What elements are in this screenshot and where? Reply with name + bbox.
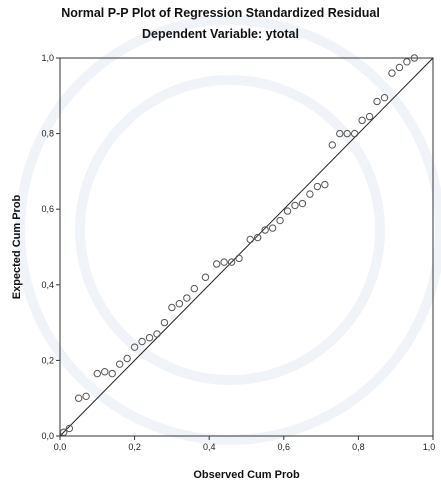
x-tick-label: 0,2 — [128, 442, 141, 452]
data-point — [395, 63, 404, 72]
y-axis-title: Expected Cum Prob — [11, 194, 23, 299]
data-point — [115, 360, 124, 368]
x-tick-label: 0,4 — [203, 442, 216, 452]
data-point — [235, 254, 243, 263]
data-point — [298, 199, 307, 208]
data-point — [276, 216, 284, 225]
x-tick-label: 0,6 — [278, 442, 291, 452]
data-point — [313, 182, 322, 191]
data-point — [190, 284, 198, 293]
data-point — [336, 129, 344, 138]
data-point — [153, 330, 161, 338]
data-point — [168, 303, 176, 312]
data-point — [291, 201, 299, 210]
data-point — [220, 258, 228, 266]
reference-line — [59, 57, 434, 437]
data-point — [253, 233, 262, 242]
x-tick-label: 1,0 — [423, 442, 436, 452]
data-point — [268, 224, 277, 232]
data-point — [227, 258, 236, 266]
data-point — [65, 424, 74, 433]
y-tick-label: 0,4 — [41, 280, 54, 290]
data-point — [82, 392, 90, 401]
chart-title: Normal P-P Plot of Regression Standardiz… — [61, 6, 380, 20]
data-point — [283, 207, 292, 215]
data-point — [261, 226, 269, 234]
data-point — [175, 300, 184, 308]
data-point — [350, 129, 359, 138]
plot-frame — [59, 57, 434, 437]
y-tick-label: 0,6 — [41, 204, 54, 214]
data-point — [373, 97, 381, 106]
data-point — [388, 69, 396, 77]
data-point — [403, 58, 411, 66]
data-point — [123, 354, 131, 363]
x-axis-title: Observed Cum Prob — [193, 469, 300, 481]
data-point — [246, 235, 254, 244]
data-point — [145, 334, 154, 342]
y-tick-label: 1,0 — [41, 53, 54, 63]
data-point — [160, 318, 169, 327]
data-point — [183, 294, 191, 302]
x-tick-label: 0,8 — [352, 442, 365, 452]
data-point — [93, 369, 102, 378]
y-tick-label: 0,2 — [41, 355, 54, 365]
data-point — [365, 112, 374, 121]
data-point — [101, 368, 109, 376]
data-point — [212, 260, 221, 268]
data-point — [60, 428, 68, 436]
chart-subtitle: Dependent Variable: ytotal — [142, 27, 299, 41]
y-tick-label: 0,8 — [41, 129, 54, 139]
data-point — [201, 273, 210, 281]
data-point — [74, 394, 83, 402]
data-point — [328, 141, 336, 149]
data-point — [410, 54, 419, 62]
data-point — [130, 343, 139, 351]
y-tick-label: 0,0 — [41, 431, 54, 441]
data-point — [343, 129, 351, 138]
data-point — [380, 93, 389, 102]
data-point — [138, 337, 146, 346]
x-tick-label: 0,0 — [54, 442, 67, 452]
data-point — [321, 180, 329, 189]
data-point — [358, 116, 366, 125]
data-point — [108, 369, 116, 378]
data-point — [306, 190, 314, 198]
